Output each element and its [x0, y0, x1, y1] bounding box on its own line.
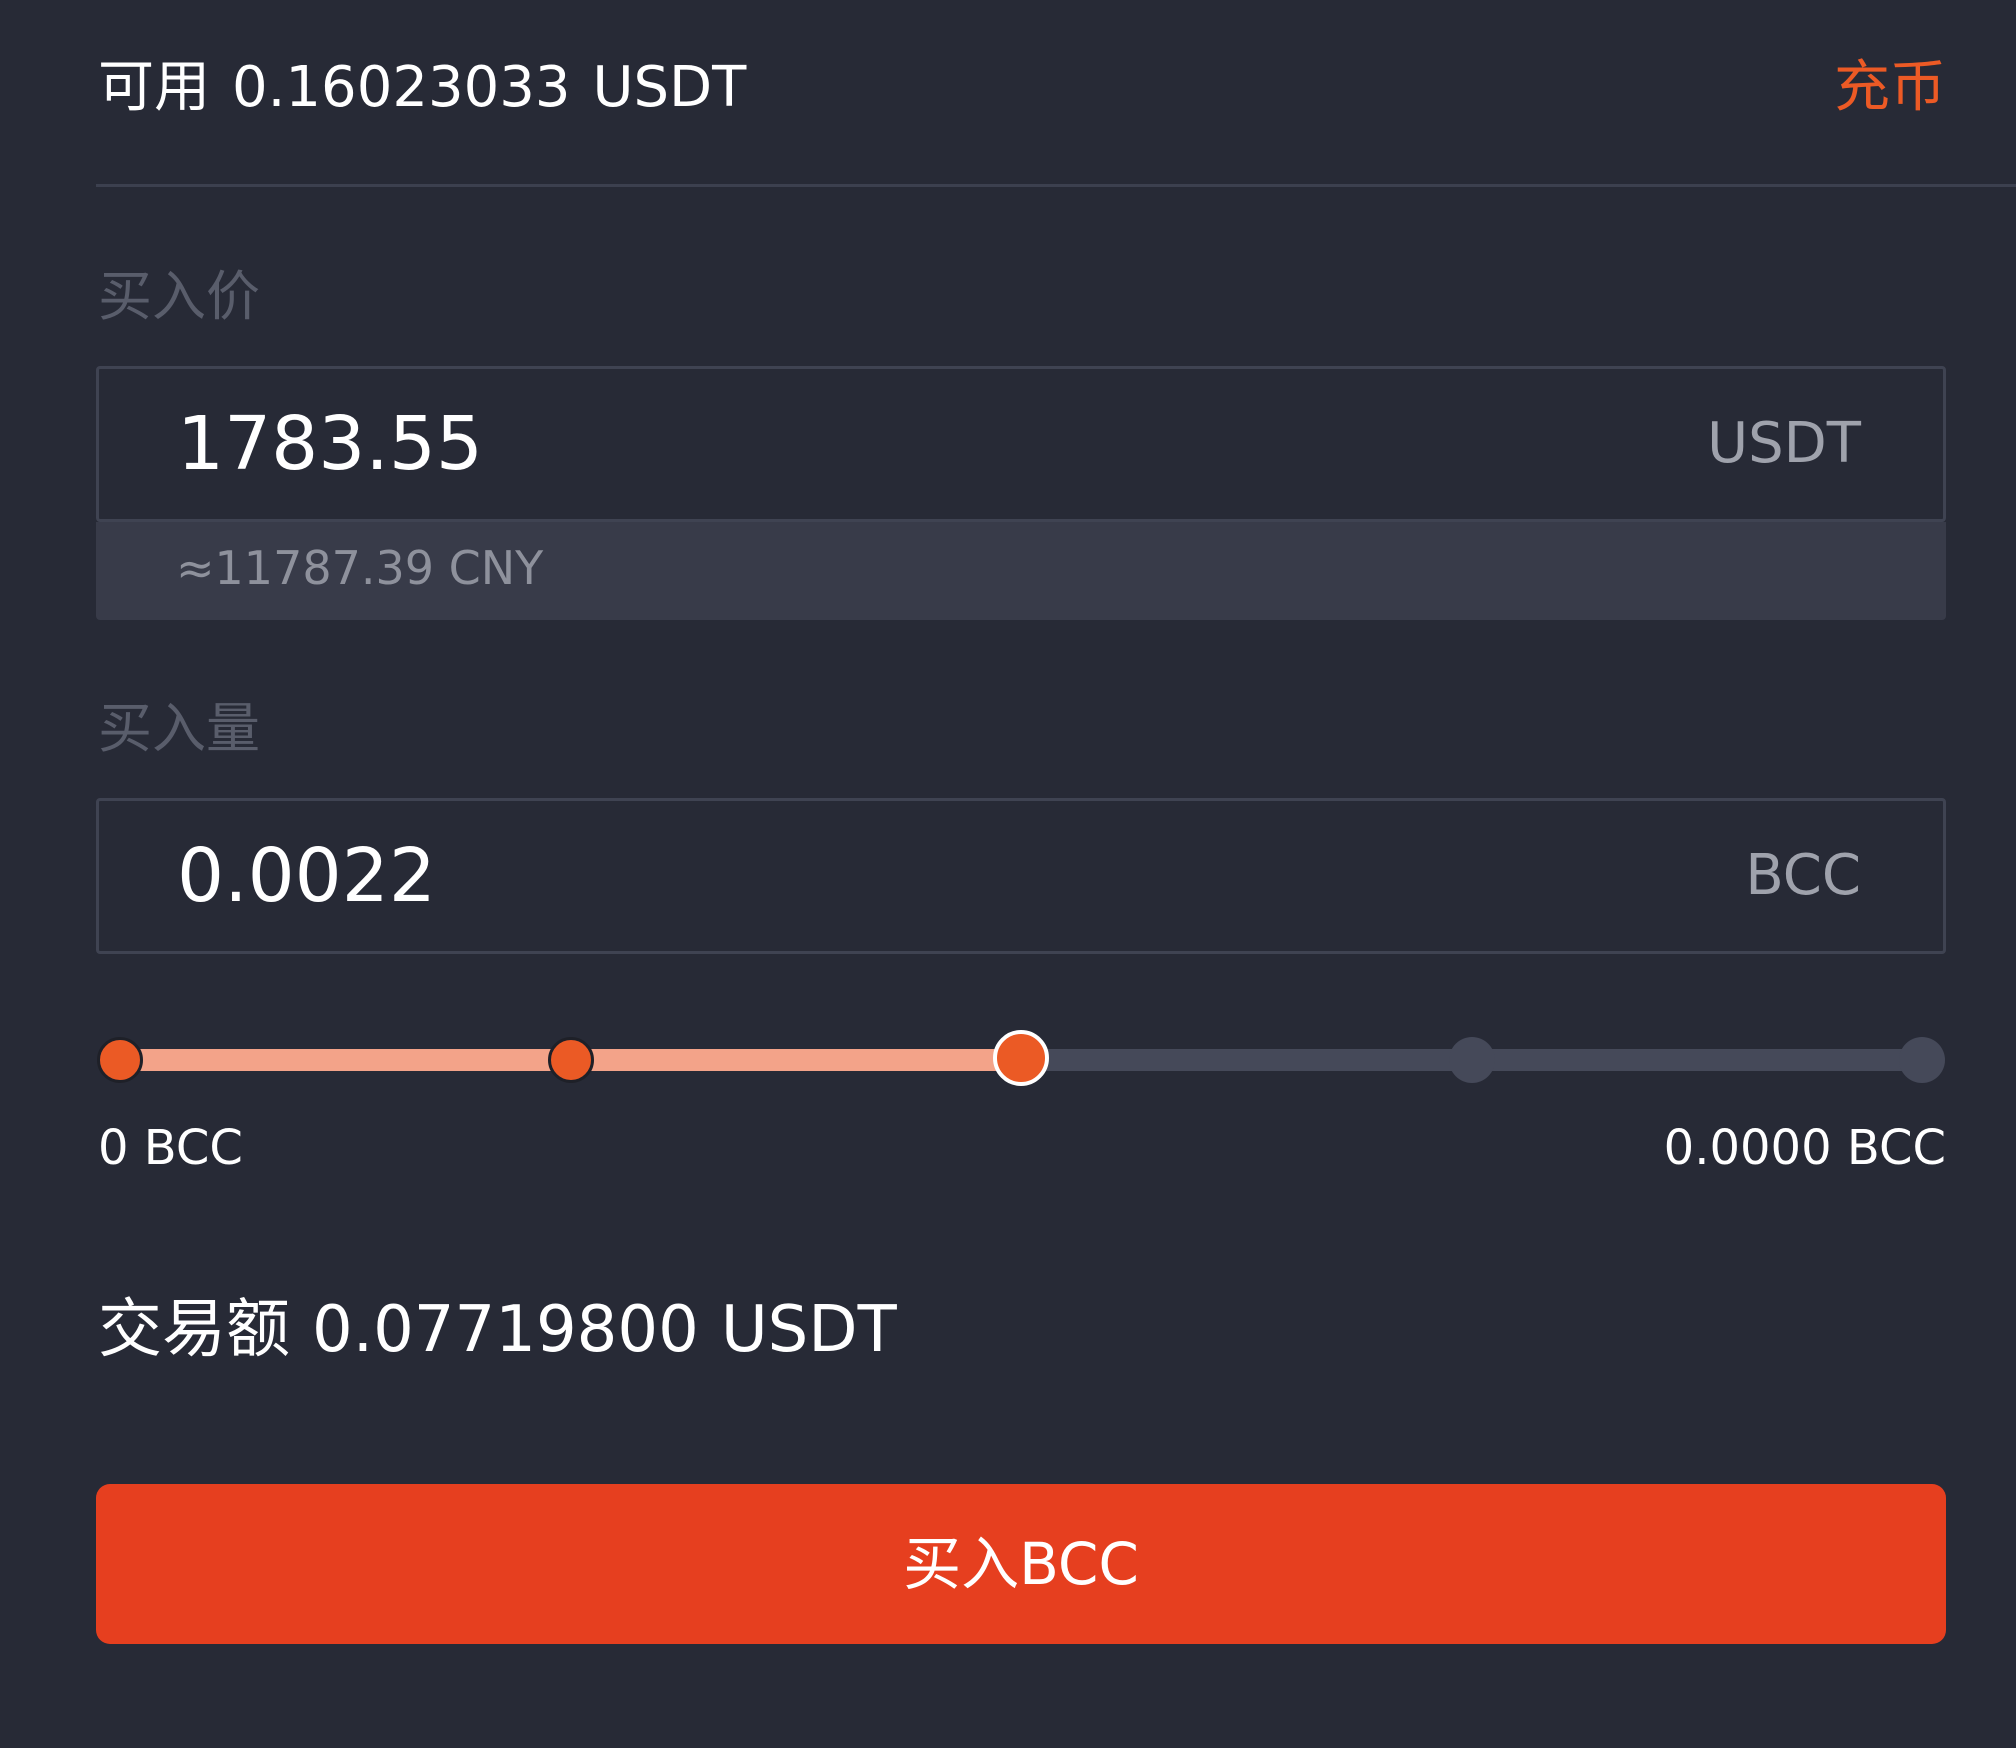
available-balance: 可用 0.16023033 USDT: [98, 52, 746, 124]
slider-stop-25[interactable]: [547, 1037, 594, 1083]
cny-estimate-bar: ≈11787.39 CNY: [96, 522, 1946, 620]
slider-max-label: 0.0000 BCC: [1663, 1120, 1946, 1176]
trade-unit: USDT: [720, 1293, 897, 1367]
amount-slider[interactable]: [96, 1020, 1946, 1100]
buy-amount-field[interactable]: BCC: [96, 798, 1946, 954]
buy-button[interactable]: 买入BCC: [96, 1484, 1946, 1644]
header-divider: [96, 184, 2016, 187]
available-unit: USDT: [592, 55, 747, 120]
buy-price-field[interactable]: USDT: [96, 366, 1946, 522]
buy-price-input[interactable]: [177, 369, 1377, 519]
trade-value: 0.07719800: [312, 1293, 699, 1367]
available-label: 可用: [98, 55, 210, 120]
slider-stop-0[interactable]: [97, 1037, 143, 1083]
trade-label: 交易额: [98, 1293, 290, 1367]
buy-price-label: 买入价: [98, 265, 260, 328]
trade-amount: 交易额 0.07719800 USDT: [98, 1290, 897, 1370]
recharge-link[interactable]: 充币: [1834, 55, 1946, 120]
slider-stop-75[interactable]: [1448, 1037, 1495, 1083]
buy-price-unit: USDT: [1707, 411, 1861, 476]
cny-estimate: ≈11787.39 CNY: [176, 541, 544, 595]
available-value: 0.16023033: [232, 55, 571, 120]
slider-stop-100[interactable]: [1899, 1037, 1945, 1083]
buy-amount-label: 买入量: [98, 697, 260, 760]
slider-min-label: 0 BCC: [98, 1120, 243, 1176]
buy-amount-input[interactable]: [177, 801, 1377, 951]
buy-amount-unit: BCC: [1745, 843, 1861, 908]
slider-thumb[interactable]: [993, 1030, 1049, 1086]
